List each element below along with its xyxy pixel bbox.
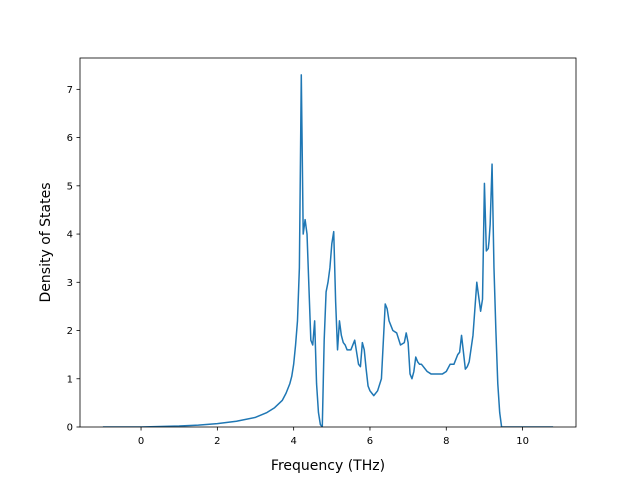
axes-frame	[79, 57, 577, 428]
y-tick-label: 3	[67, 278, 73, 289]
x-axis-ticks: 0 2 4 6 8 10	[138, 427, 529, 447]
y-axis-ticks: 0 1 2 3 4 5 6 7	[67, 85, 80, 434]
x-axis-label: Frequency (THz)	[271, 458, 385, 474]
x-tick-label: 6	[367, 436, 373, 447]
x-tick-label: 0	[138, 436, 144, 447]
y-tick-label: 4	[67, 230, 73, 241]
x-tick-label: 4	[290, 436, 296, 447]
y-tick-label: 2	[67, 326, 73, 337]
dos-series-line	[102, 74, 554, 427]
y-tick-label: 0	[67, 423, 73, 434]
x-tick-label: 2	[214, 436, 220, 447]
plot-area	[102, 74, 554, 427]
y-tick-label: 5	[67, 181, 73, 192]
x-tick-label: 10	[516, 436, 529, 447]
x-tick-label: 8	[443, 436, 449, 447]
y-axis-label: Density of States	[38, 183, 54, 303]
y-tick-label: 7	[67, 85, 73, 96]
y-tick-label: 6	[67, 133, 73, 144]
y-tick-label: 1	[67, 374, 73, 385]
